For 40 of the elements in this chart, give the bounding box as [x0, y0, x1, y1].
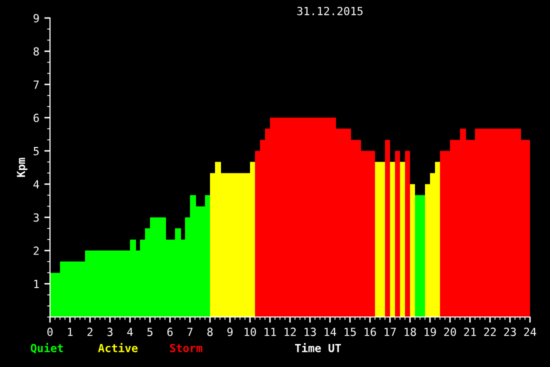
x-axis-title: Time UT — [295, 343, 341, 352]
x-tick-label: 0 — [47, 328, 53, 336]
x-tick-label: 20 — [444, 328, 456, 336]
y-tick-label: 7 — [34, 80, 39, 89]
x-tick-label: 18 — [404, 328, 416, 336]
x-tick-label: 2 — [87, 328, 92, 336]
y-tick-label: 2 — [34, 246, 39, 255]
y-tick-label: 4 — [33, 180, 40, 188]
x-tick-label: 13 — [304, 328, 316, 336]
x-tick-label: 8 — [207, 328, 213, 336]
x-tick-label: 6 — [167, 328, 173, 336]
x-tick-label: 23 — [504, 328, 516, 336]
x-tick-label: 17 — [384, 328, 396, 336]
x-tick-label: 16 — [364, 328, 376, 336]
x-tick-label: 14 — [324, 328, 336, 336]
y-tick-label: 5 — [34, 147, 39, 156]
y-tick-label: 8 — [34, 47, 39, 56]
y-tick-label: 9 — [34, 14, 39, 22]
text: Storm — [170, 344, 202, 352]
x-tick-label: 7 — [187, 328, 193, 336]
x-tick-label: 9 — [227, 328, 233, 336]
x-tick-label: 24 — [524, 328, 536, 336]
text: Active — [98, 343, 138, 352]
y-tick-label: 1 — [34, 280, 39, 288]
y-tick-label: 3 — [34, 213, 39, 222]
x-tick-label: 12 — [284, 328, 296, 336]
y-tick-label: 6 — [34, 114, 39, 122]
x-tick-label: 11 — [264, 328, 276, 336]
x-tick-label: 1 — [68, 328, 73, 336]
x-tick-label: 15 — [344, 328, 356, 336]
chart-title: 31.12.2015 — [297, 6, 363, 16]
x-tick-label: 3 — [107, 328, 113, 336]
x-tick-label: 5 — [147, 328, 152, 336]
x-tick-label: 22 — [484, 328, 496, 336]
x-tick-label: 10 — [244, 328, 256, 336]
x-tick-label: 4 — [127, 328, 133, 336]
text: Quiet — [30, 343, 63, 354]
y-axis-title: Kpm — [16, 158, 28, 177]
x-tick-label: 19 — [424, 328, 436, 336]
x-tick-label: 21 — [464, 328, 476, 336]
